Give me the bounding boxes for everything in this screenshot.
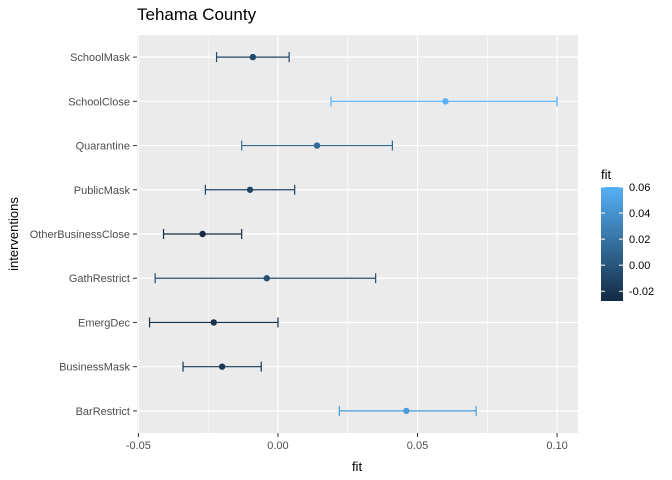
y-tick-label: SchoolClose (68, 96, 130, 108)
legend-tick-label: -0.02 (629, 286, 654, 298)
error-bar-BusinessMask (182, 361, 262, 372)
error-bar-OtherBusinessClose (162, 229, 243, 239)
point-PublicMask (246, 186, 254, 193)
point-GathRestrict (263, 275, 270, 282)
y-tick-label: Quarantine (76, 141, 130, 153)
x-axis: -0.05 0.00 0.05 0.10 (126, 433, 568, 452)
y-tick-label: BarRestrict (76, 406, 130, 418)
legend-colorbar (601, 187, 623, 301)
x-tick-label: 0.10 (546, 440, 567, 452)
y-tick-label: GathRestrict (69, 273, 130, 285)
error-bar-Quarantine (241, 140, 393, 151)
error-bar-EmergDec (148, 317, 279, 328)
error-bar-GathRestrict (154, 273, 377, 284)
legend-tick-label: 0.04 (629, 208, 650, 220)
chart-title: Tehama County (137, 5, 257, 24)
legend-title: fit (601, 167, 612, 182)
y-tick-label: OtherBusinessClose (30, 229, 130, 241)
error-bar-BarRestrict (338, 405, 477, 416)
point-Quarantine (313, 142, 321, 149)
legend-tick-label: 0.02 (629, 234, 650, 246)
y-axis-title: interventions (6, 197, 21, 271)
error-bar-SchoolMask (215, 52, 290, 63)
legend-tick-label: 0.00 (629, 260, 650, 272)
point-BarRestrict (403, 407, 410, 415)
legend-ticks: -0.02 0.00 0.02 0.04 0.06 (601, 182, 654, 298)
y-tick-label: BusinessMask (59, 362, 130, 374)
point-SchoolMask (249, 53, 257, 61)
y-tick-label: PublicMask (74, 185, 131, 197)
error-bar-SchoolClose (330, 96, 558, 107)
color-legend: fit -0.02 0.00 0.02 0.04 0.06 (601, 167, 654, 301)
y-axis: SchoolMask SchoolClose Quarantine PublicMas… (30, 52, 137, 418)
y-tick-label: SchoolMask (70, 52, 130, 64)
legend-tick-label: 0.06 (629, 182, 650, 194)
x-tick-label: 0.00 (267, 440, 288, 452)
x-axis-title: fit (352, 459, 363, 474)
point-BusinessMask (218, 363, 226, 370)
point-EmergDec (210, 319, 217, 326)
series-marks (148, 52, 558, 416)
x-tick-label: -0.05 (126, 440, 151, 452)
point-SchoolClose (442, 98, 449, 105)
x-tick-label: 0.05 (407, 440, 428, 452)
y-tick-label: EmergDec (78, 317, 130, 329)
error-bar-PublicMask (204, 184, 296, 195)
point-OtherBusinessClose (199, 230, 206, 238)
